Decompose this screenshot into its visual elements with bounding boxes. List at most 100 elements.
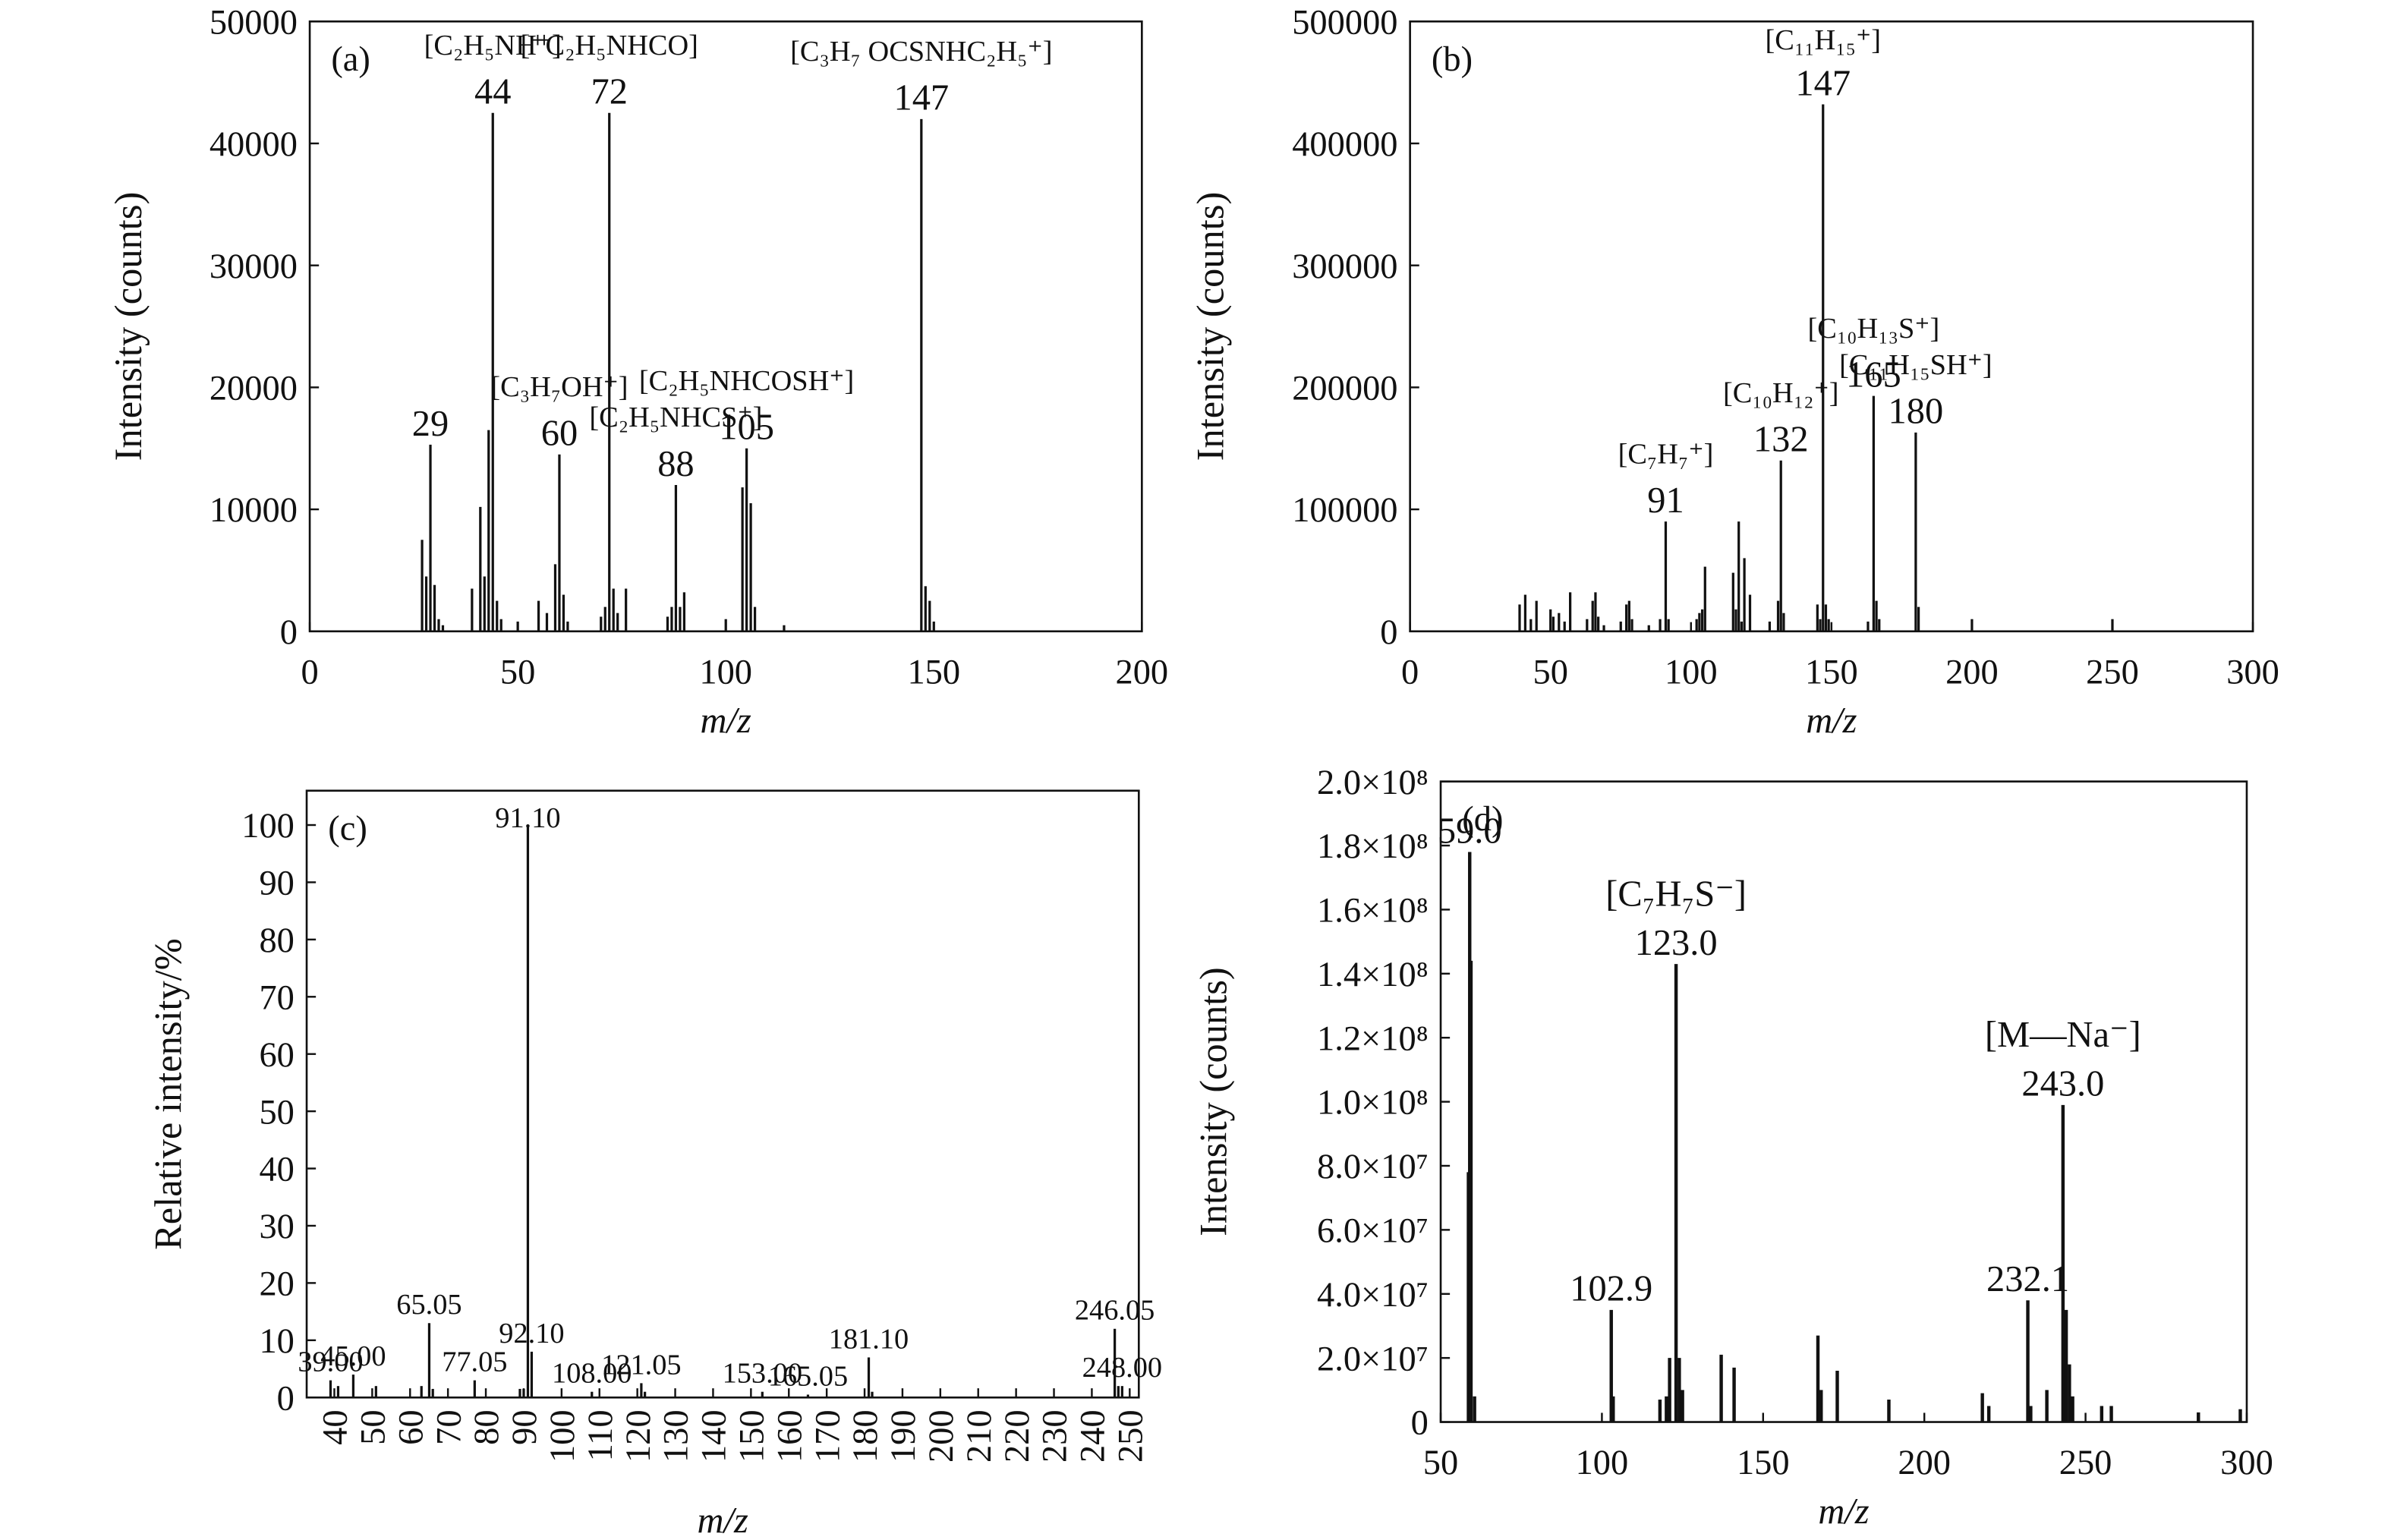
ion-label: [C₂H₅NH⁺] <box>424 30 562 61</box>
ion-label: [M—Na⁻] <box>1985 1015 2141 1055</box>
x-axis-label: m/z <box>701 701 751 741</box>
x-tick-label: 100 <box>1665 653 1718 691</box>
peak-label: 121.05 <box>601 1349 681 1381</box>
x-tick-label: 100 <box>543 1409 582 1463</box>
x-tick-label: 250 <box>1111 1409 1150 1463</box>
ion-label: [C₁₁H₁₅⁺] <box>1765 24 1881 56</box>
x-tick-label: 240 <box>1074 1409 1113 1463</box>
x-tick-label: 180 <box>846 1409 885 1463</box>
x-tick-label: 110 <box>581 1409 620 1461</box>
y-tick-label: 50000 <box>209 3 298 42</box>
y-tick-label: 0 <box>277 1379 295 1418</box>
ion-label: [C₇H₇⁺] <box>1618 438 1714 470</box>
y-tick-label: 50 <box>259 1093 294 1132</box>
x-tick-label: 230 <box>1036 1409 1075 1463</box>
x-tick-label: 90 <box>506 1409 544 1444</box>
x-tick-label: 70 <box>430 1409 468 1444</box>
x-tick-label: 100 <box>1576 1444 1629 1482</box>
peak-label: 88 <box>657 444 694 484</box>
ion-label: [C₇H₇S⁻] <box>1605 874 1747 914</box>
y-tick-label: 30 <box>259 1208 294 1246</box>
x-tick-label: 40 <box>317 1409 355 1444</box>
panel-label: (a) <box>331 40 370 79</box>
x-tick-label: 150 <box>732 1409 771 1463</box>
x-tick-label: 300 <box>2226 653 2279 691</box>
x-tick-label: 120 <box>619 1409 658 1463</box>
peak-label: 147 <box>1795 63 1851 103</box>
x-axis-label: m/z <box>698 1501 748 1540</box>
x-tick-label: 190 <box>884 1409 923 1463</box>
x-axis-label: m/z <box>1818 1491 1869 1532</box>
peak-label: 243.0 <box>2021 1064 2104 1104</box>
panel-label: (b) <box>1432 40 1473 79</box>
peak-label: 165 <box>1846 355 1901 395</box>
x-tick-label: 130 <box>657 1409 696 1463</box>
peak-label: 180 <box>1889 392 1944 432</box>
x-tick-label: 0 <box>1401 653 1419 691</box>
peak-label: 45.00 <box>320 1340 386 1372</box>
y-tick-label: 2.0×10⁷ <box>1317 1340 1429 1378</box>
y-tick-label: 100000 <box>1292 491 1397 530</box>
y-axis-label: Relative intensity/% <box>146 938 189 1250</box>
x-tick-label: 80 <box>468 1409 506 1444</box>
peak-label: 165.05 <box>768 1360 848 1392</box>
peak-label: 132 <box>1753 420 1809 460</box>
y-tick-label: 200000 <box>1292 370 1397 408</box>
y-tick-label: 1.4×10⁸ <box>1317 956 1429 994</box>
y-tick-label: 0 <box>1411 1404 1429 1443</box>
y-tick-label: 0 <box>1380 613 1397 652</box>
peak-label: 181.10 <box>829 1323 909 1355</box>
x-tick-label: 250 <box>2059 1444 2112 1482</box>
y-axis-label: Intensity (counts) <box>1189 192 1231 461</box>
x-tick-label: 140 <box>695 1409 734 1463</box>
panel: 0102030405060708090100405060708090100110… <box>146 789 1162 1540</box>
peak-label: 147 <box>893 78 949 118</box>
ion-label: [C₃H₇OH⁺] <box>490 371 628 403</box>
x-tick-label: 300 <box>2220 1444 2273 1482</box>
peak-label: 108.00 <box>552 1358 632 1390</box>
peak-label: 44 <box>474 72 511 112</box>
y-tick-label: 1.2×10⁸ <box>1317 1019 1429 1058</box>
ion-label: [C₃H₇ OCSNHC₂H₅⁺] <box>790 36 1052 68</box>
y-tick-label: 2.0×10⁸ <box>1317 764 1429 802</box>
x-tick-label: 150 <box>907 653 960 691</box>
panel-label: (d) <box>1462 800 1503 839</box>
x-tick-label: 250 <box>2086 653 2139 691</box>
y-tick-label: 0 <box>280 613 298 652</box>
x-tick-label: 160 <box>770 1409 809 1463</box>
x-tick-label: 210 <box>960 1409 999 1463</box>
y-tick-label: 500000 <box>1292 3 1397 42</box>
plot-frame <box>1439 780 2248 1423</box>
panel: 0 100000 200000 300000 400000 500000 0 50 100 150… <box>1189 3 2279 741</box>
x-tick-label: 200 <box>1898 1444 1951 1482</box>
peak-label: 72 <box>591 72 628 112</box>
y-tick-label: 90 <box>259 864 294 903</box>
peak-label: 60 <box>541 414 578 454</box>
y-tick-label: 4.0×10⁷ <box>1317 1276 1429 1315</box>
x-axis-label: m/z <box>1806 701 1857 741</box>
y-tick-label: 10 <box>259 1322 294 1361</box>
x-tick-label: 200 <box>1945 653 1999 691</box>
peak-label: 123.0 <box>1635 923 1718 963</box>
y-tick-label: 70 <box>259 978 294 1017</box>
peak-label: 77.05 <box>442 1346 507 1378</box>
y-tick-label: 8.0×10⁷ <box>1317 1148 1429 1186</box>
peak-label: 65.05 <box>396 1289 462 1321</box>
peak-label: 248.00 <box>1082 1352 1162 1384</box>
x-tick-label: 170 <box>808 1409 847 1463</box>
peak-label: 59.0 <box>1438 811 1502 851</box>
y-tick-label: 30000 <box>209 247 298 286</box>
panel: 0 10000 20000 30000 40000 50000 0 50 100 150 200 29… <box>107 3 1168 741</box>
plot-frame <box>308 20 1143 633</box>
x-tick-label: 50 <box>354 1409 393 1444</box>
y-tick-label: 100 <box>241 807 295 846</box>
x-tick-label: 150 <box>1737 1444 1790 1482</box>
x-tick-label: 220 <box>998 1409 1037 1463</box>
x-tick-label: 0 <box>301 653 318 691</box>
x-tick-label: 50 <box>500 653 535 691</box>
x-tick-label: 150 <box>1805 653 1858 691</box>
x-tick-label: 50 <box>1533 653 1568 691</box>
peak-label: 102.9 <box>1570 1269 1652 1309</box>
panel-label: (c) <box>328 809 367 848</box>
